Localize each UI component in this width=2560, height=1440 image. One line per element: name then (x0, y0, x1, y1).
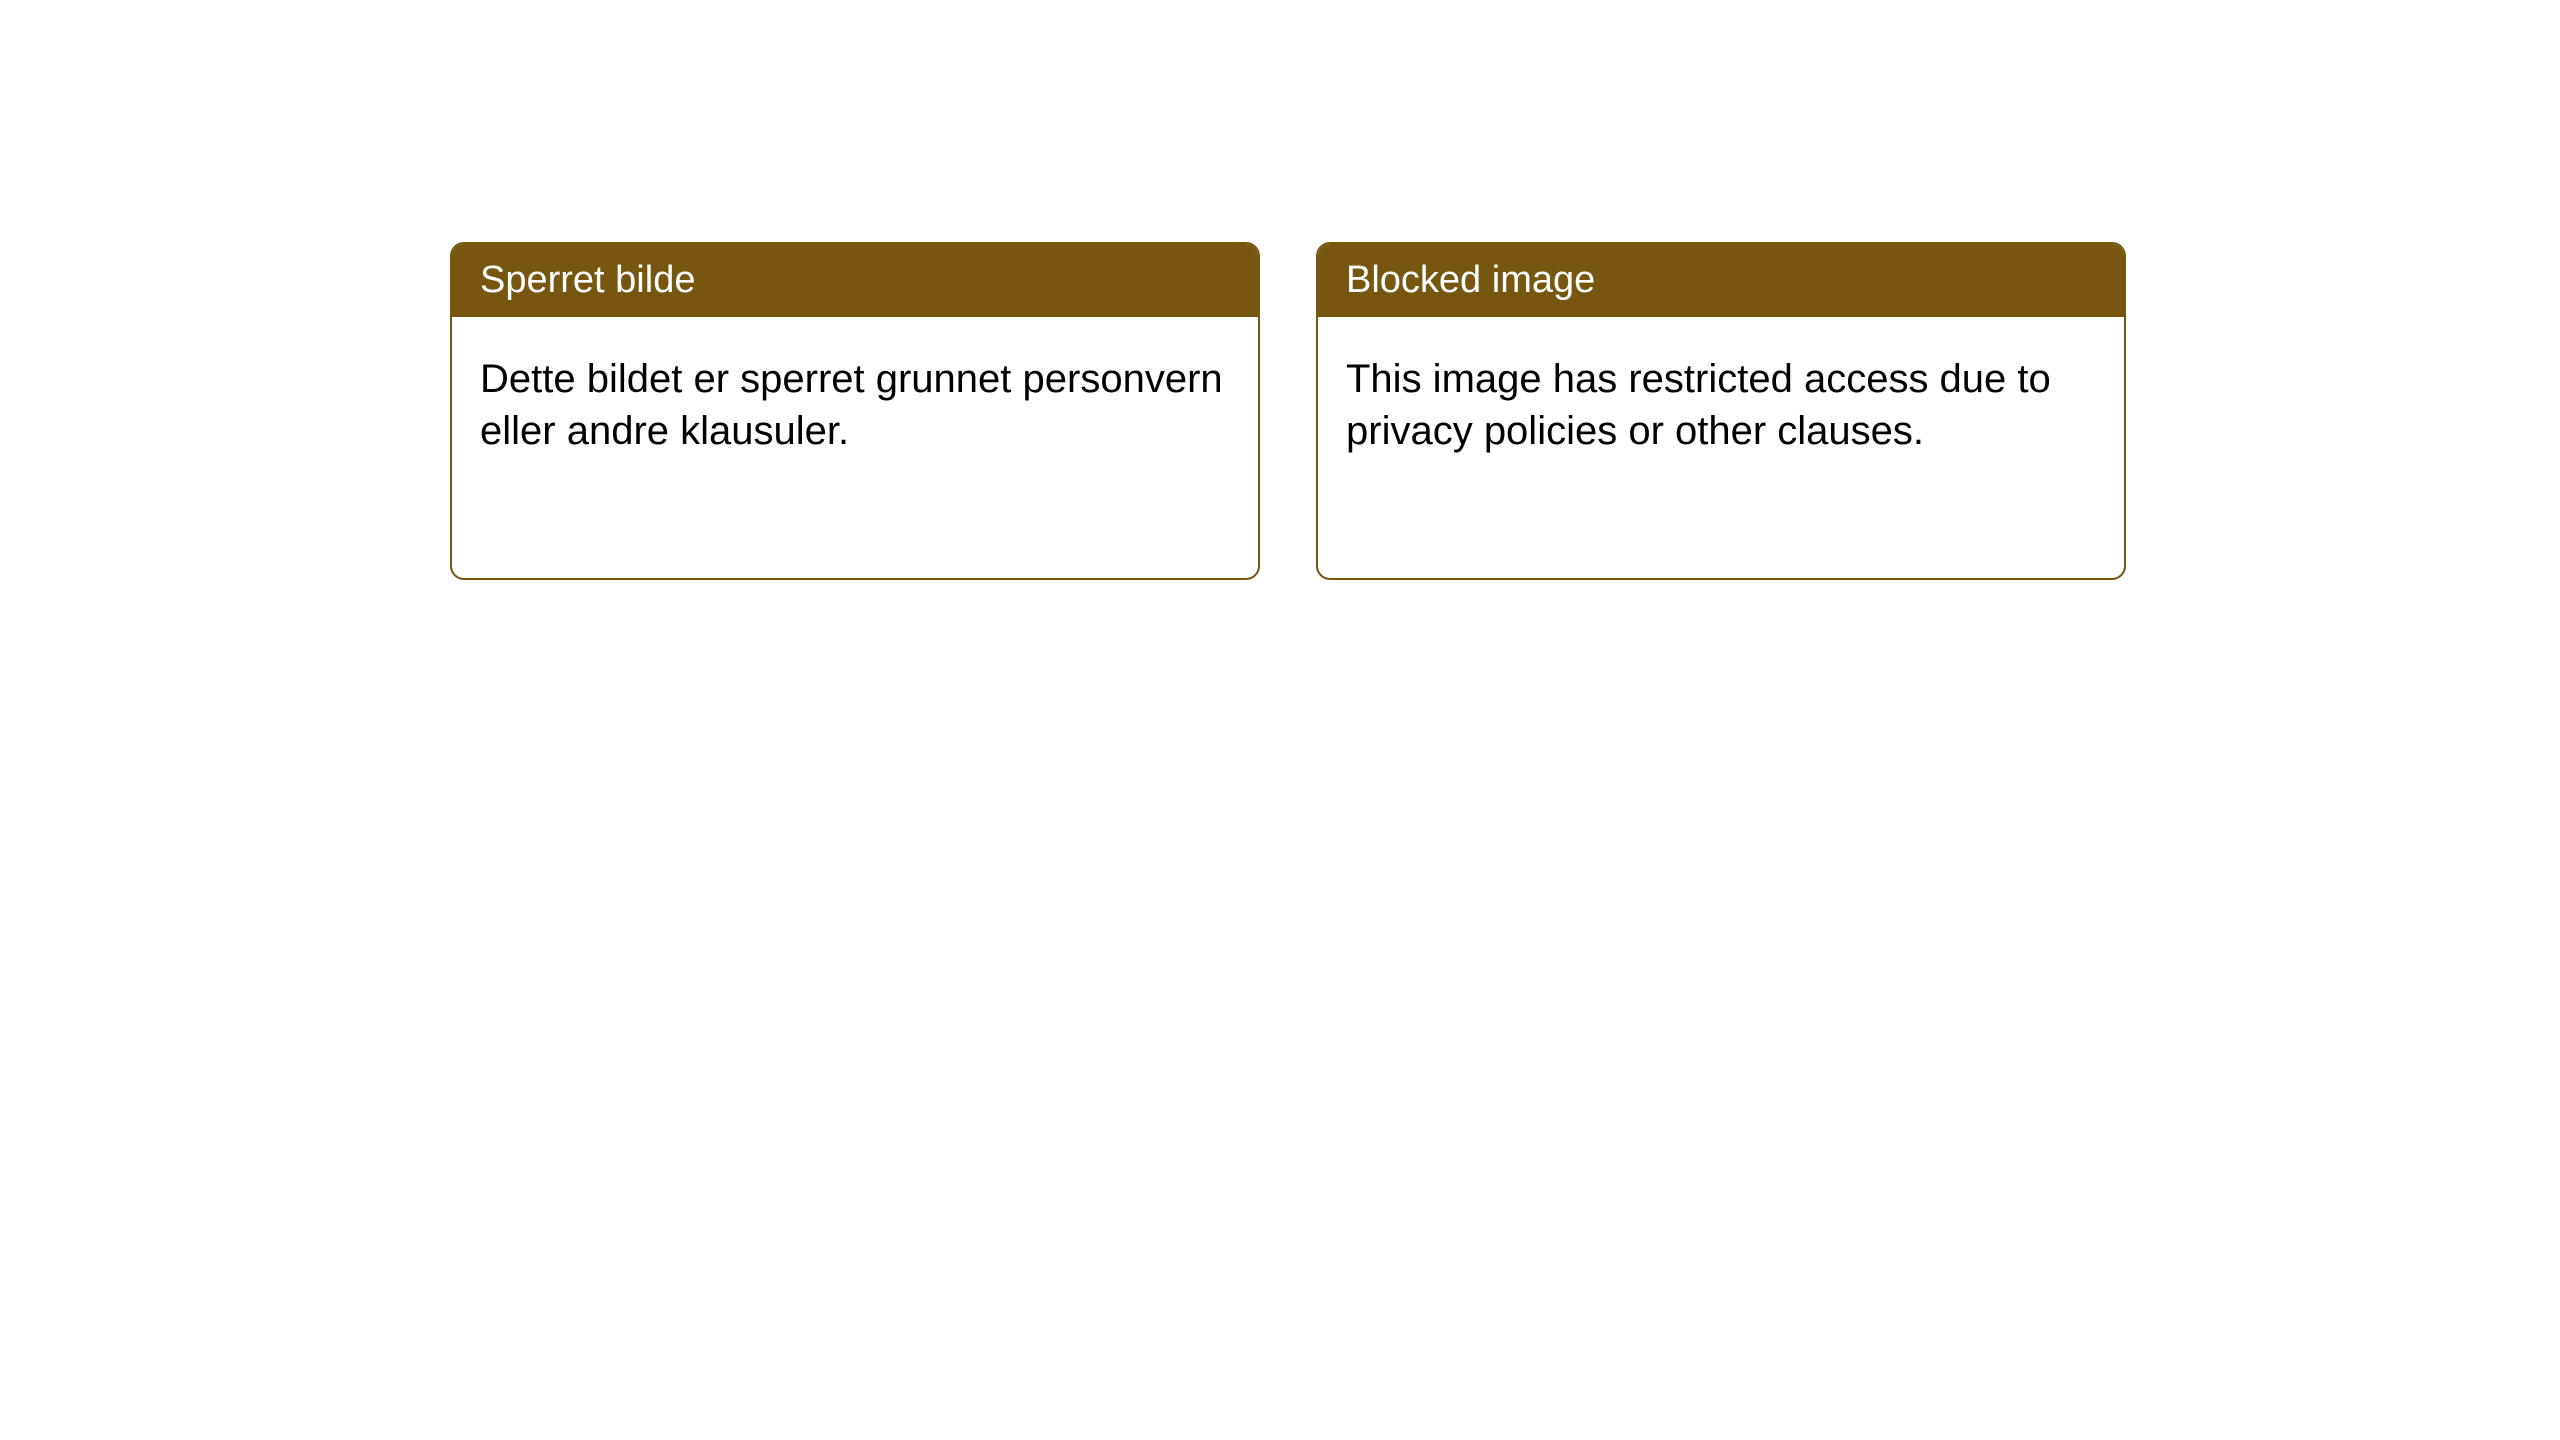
card-english: Blocked image This image has restricted … (1316, 242, 2126, 580)
card-norwegian: Sperret bilde Dette bildet er sperret gr… (450, 242, 1260, 580)
card-body-text: This image has restricted access due to … (1346, 357, 2051, 453)
card-header: Blocked image (1318, 244, 2124, 317)
card-title: Blocked image (1346, 259, 1595, 301)
card-body-text: Dette bildet er sperret grunnet personve… (480, 357, 1223, 453)
cards-container: Sperret bilde Dette bildet er sperret gr… (450, 242, 2126, 580)
card-title: Sperret bilde (480, 259, 695, 301)
card-body: Dette bildet er sperret grunnet personve… (452, 317, 1258, 493)
card-body: This image has restricted access due to … (1318, 317, 2124, 493)
card-header: Sperret bilde (452, 244, 1258, 317)
